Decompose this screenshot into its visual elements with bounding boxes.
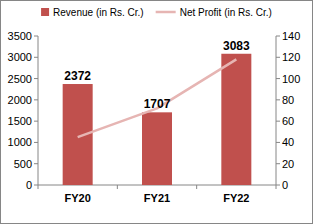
data-label: 2372	[64, 69, 91, 83]
legend-label: Revenue (in Rs. Cr.)	[53, 7, 144, 18]
y-tick-label: 3500	[8, 30, 32, 42]
y-tick	[34, 163, 38, 164]
x-tick-label: FY20	[65, 192, 91, 204]
y-axis	[38, 36, 39, 185]
y-tick-label: 0	[26, 179, 32, 191]
x-tick	[38, 185, 39, 189]
y2-tick-label: 140	[282, 30, 300, 42]
y2-tick-label: 20	[282, 158, 294, 170]
y-tick	[34, 142, 38, 143]
y2-tick	[276, 185, 280, 186]
y2-tick	[276, 142, 280, 143]
y2-tick	[276, 57, 280, 58]
labels: 2372 1707 3083	[64, 39, 250, 112]
bar	[142, 112, 172, 185]
x-tick	[276, 185, 277, 189]
y2-tick	[276, 36, 280, 37]
y2-axis	[276, 36, 277, 185]
chart-frame	[1, 1, 313, 224]
y-tick-label: 1000	[8, 136, 32, 148]
y2-tick-label: 40	[282, 136, 294, 148]
marks	[63, 54, 252, 185]
y2-tick	[276, 163, 280, 164]
y-tick	[34, 121, 38, 122]
y-tick	[34, 99, 38, 100]
y-tick-label: 2000	[8, 94, 32, 106]
bar	[221, 54, 251, 185]
legend-swatch	[41, 8, 49, 16]
legend-label: Net Profit (in Rs. Cr.)	[180, 7, 272, 18]
y2-tick-label: 60	[282, 115, 294, 127]
y-tick	[34, 57, 38, 58]
y-tick-label: 1500	[8, 115, 32, 127]
y-tick	[34, 78, 38, 79]
legend-item: Net Profit (in Rs. Cr.)	[156, 7, 272, 18]
x-tick	[117, 185, 118, 189]
data-label: 3083	[223, 39, 250, 53]
y-tick	[34, 185, 38, 186]
legend-item: Revenue (in Rs. Cr.)	[41, 7, 144, 18]
y2-tick	[276, 99, 280, 100]
y2-tick-label: 120	[282, 51, 300, 63]
x-tick-label: FY21	[144, 192, 170, 204]
line	[78, 59, 237, 137]
x-tick-label: FY22	[223, 192, 249, 204]
y2-tick	[276, 121, 280, 122]
legend: Revenue (in Rs. Cr.) Net Profit (in Rs. C…	[41, 7, 272, 18]
y-tick	[34, 36, 38, 37]
y2-tick-label: 100	[282, 73, 300, 85]
y-tick-label: 2500	[8, 73, 32, 85]
y-tick-label: 3000	[8, 51, 32, 63]
y2-tick	[276, 78, 280, 79]
legend-swatch	[156, 11, 176, 14]
x-tick	[196, 185, 197, 189]
chart: 0 500 1000 1500 2000 2500 3000 3500 0 20 40 60 80 100…	[0, 0, 313, 224]
y2-tick-label: 0	[282, 179, 288, 191]
y2-tick-label: 80	[282, 94, 294, 106]
data-label: 1707	[144, 97, 171, 111]
y-tick-label: 500	[14, 158, 32, 170]
